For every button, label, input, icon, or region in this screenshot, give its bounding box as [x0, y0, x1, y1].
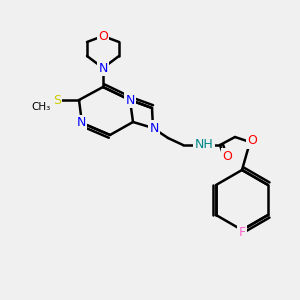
Text: O: O: [247, 134, 257, 148]
Text: N: N: [125, 94, 135, 106]
Text: CH₃: CH₃: [32, 102, 51, 112]
Text: N: N: [98, 61, 108, 74]
Text: N: N: [76, 116, 86, 130]
Text: N: N: [149, 122, 159, 134]
Text: O: O: [222, 149, 232, 163]
Text: S: S: [53, 94, 61, 106]
Text: F: F: [238, 226, 246, 239]
Text: O: O: [98, 29, 108, 43]
Text: NH: NH: [195, 139, 213, 152]
